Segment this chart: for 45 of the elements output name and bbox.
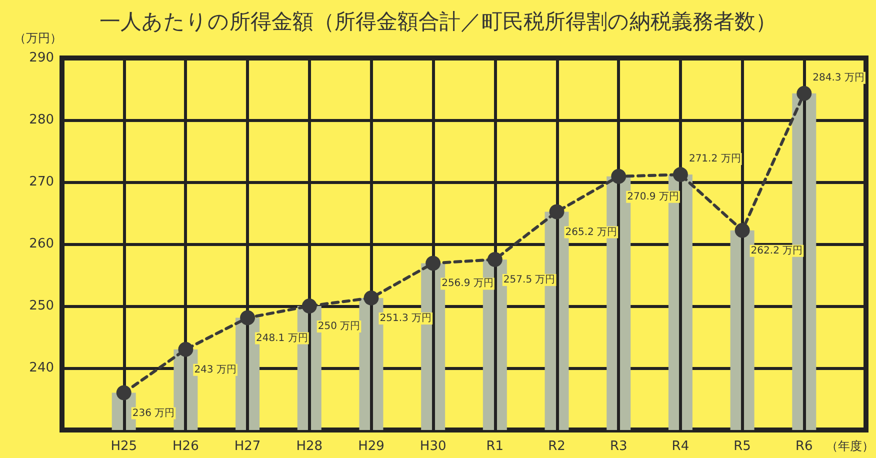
data-label: 257.5 万円: [503, 274, 556, 286]
y-tick-label: 280: [29, 112, 54, 128]
x-tick-label: R4: [672, 439, 690, 454]
x-tick-label: H28: [296, 439, 323, 454]
point: [364, 290, 379, 306]
point: [178, 342, 194, 357]
data-label: 251.3 万円: [380, 312, 432, 324]
data-label: 243 万円: [194, 364, 236, 376]
data-label: 270.9 万円: [627, 191, 679, 202]
x-tick-label: H26: [172, 439, 199, 454]
y-tick-label: 240: [29, 360, 54, 376]
x-tick-label: H25: [110, 439, 138, 454]
x-tick-label: H29: [358, 439, 384, 454]
y-axis-title: （万円）: [14, 31, 62, 45]
point: [734, 222, 750, 238]
point: [796, 86, 812, 101]
y-tick-label: 250: [29, 298, 54, 314]
x-tick-label: R5: [734, 439, 751, 454]
point: [487, 252, 502, 267]
x-tick-label: R2: [548, 439, 566, 454]
data-label: 250 万円: [318, 321, 360, 332]
point: [672, 167, 688, 182]
data-label: 265.2 万円: [565, 226, 618, 238]
x-tick-label: R3: [610, 439, 628, 454]
data-label: 262.2 万円: [750, 245, 803, 256]
chart-title: 一人あたりの所得金額（所得金額合計／町民税所得割の納税義務者数）: [100, 10, 776, 34]
point: [426, 256, 441, 271]
data-label: 271.2 万円: [688, 154, 741, 165]
data-label: 284.3 万円: [812, 72, 864, 84]
data-label: 236 万円: [132, 408, 175, 419]
point: [116, 385, 132, 400]
x-tick-label: H30: [420, 439, 446, 454]
x-tick-label: R6: [796, 439, 813, 454]
y-tick-label: 290: [29, 50, 54, 66]
data-label: 248.1 万円: [256, 332, 308, 344]
point: [302, 298, 317, 314]
point: [611, 168, 626, 184]
point: [240, 310, 256, 326]
data-label: 256.9 万円: [442, 278, 494, 290]
x-tick-label: R1: [486, 439, 504, 454]
x-axis-title: （年度）: [826, 439, 874, 453]
y-tick-label: 260: [29, 236, 54, 252]
x-tick-label: H27: [234, 439, 261, 454]
y-tick-label: 270: [29, 174, 54, 190]
point: [549, 204, 564, 220]
